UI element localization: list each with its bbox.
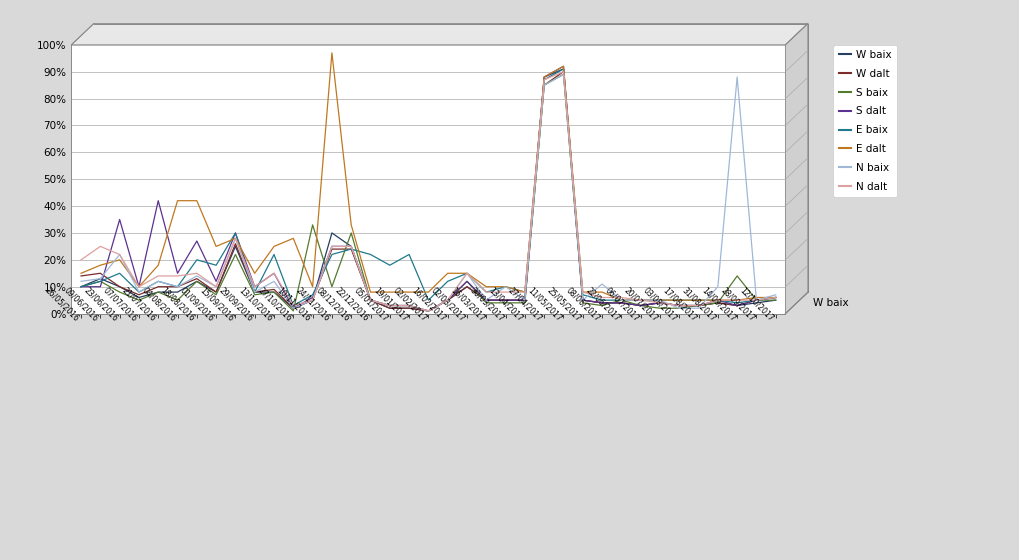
Text: 13/04/2017: 13/04/2017 [487, 286, 525, 323]
Text: 22/06/2017: 22/06/2017 [584, 286, 621, 323]
Text: 27/10/2016: 27/10/2016 [256, 286, 293, 323]
Text: 17/08/2017: 17/08/2017 [660, 286, 698, 323]
Text: 05/01/2017: 05/01/2017 [353, 286, 389, 323]
Polygon shape [785, 24, 807, 314]
Text: 07/07/2016: 07/07/2016 [101, 285, 139, 323]
Text: 08/12/2016: 08/12/2016 [314, 286, 351, 323]
Text: 28/09/2017: 28/09/2017 [718, 286, 756, 323]
Text: 18/08/2016: 18/08/2016 [159, 286, 197, 323]
Text: 01/09/2016: 01/09/2016 [178, 286, 216, 323]
Text: 09/06/2016: 09/06/2016 [63, 285, 100, 323]
Text: 29/09/2016: 29/09/2016 [217, 286, 255, 323]
Text: 21/07/2016: 21/07/2016 [121, 286, 158, 323]
Text: 24/11/2016: 24/11/2016 [294, 286, 331, 323]
Text: 16/03/2017: 16/03/2017 [448, 286, 486, 323]
Text: 04/08/2016: 04/08/2016 [140, 286, 177, 323]
Polygon shape [71, 24, 807, 45]
Text: 27/04/2017: 27/04/2017 [506, 286, 544, 323]
Text: 20/07/2017: 20/07/2017 [622, 286, 659, 323]
Text: 31/08/2017: 31/08/2017 [680, 286, 717, 323]
Text: 06/07/2017: 06/07/2017 [602, 285, 640, 323]
Text: 13/10/2016: 13/10/2016 [236, 286, 274, 323]
Text: W baix: W baix [812, 298, 848, 308]
Text: 16/02/2017: 16/02/2017 [410, 286, 447, 323]
Text: 19/01/2017: 19/01/2017 [372, 286, 409, 323]
Text: 26/05/2016: 26/05/2016 [44, 286, 81, 323]
Text: 02/02/2017: 02/02/2017 [390, 286, 428, 323]
Text: 22/12/2016: 22/12/2016 [333, 286, 370, 323]
Text: 15/09/2016: 15/09/2016 [198, 286, 235, 323]
Legend: W baix, W dalt, S baix, S dalt, E baix, E dalt, N baix, N dalt: W baix, W dalt, S baix, S dalt, E baix, … [833, 45, 897, 197]
Text: 11/05/2017: 11/05/2017 [526, 286, 562, 323]
Text: 14/09/2017: 14/09/2017 [699, 286, 737, 323]
Text: 08/06/2017: 08/06/2017 [565, 286, 601, 323]
Text: 12/10/2017: 12/10/2017 [738, 286, 775, 323]
Text: 30/03/2017: 30/03/2017 [468, 285, 505, 323]
Text: 25/05/2017: 25/05/2017 [545, 286, 582, 323]
Text: 10/11/2016: 10/11/2016 [275, 286, 312, 323]
Text: 02/03/2017: 02/03/2017 [429, 286, 467, 323]
Text: 03/08/2017: 03/08/2017 [641, 286, 679, 323]
Text: 23/06/2016: 23/06/2016 [83, 286, 119, 323]
